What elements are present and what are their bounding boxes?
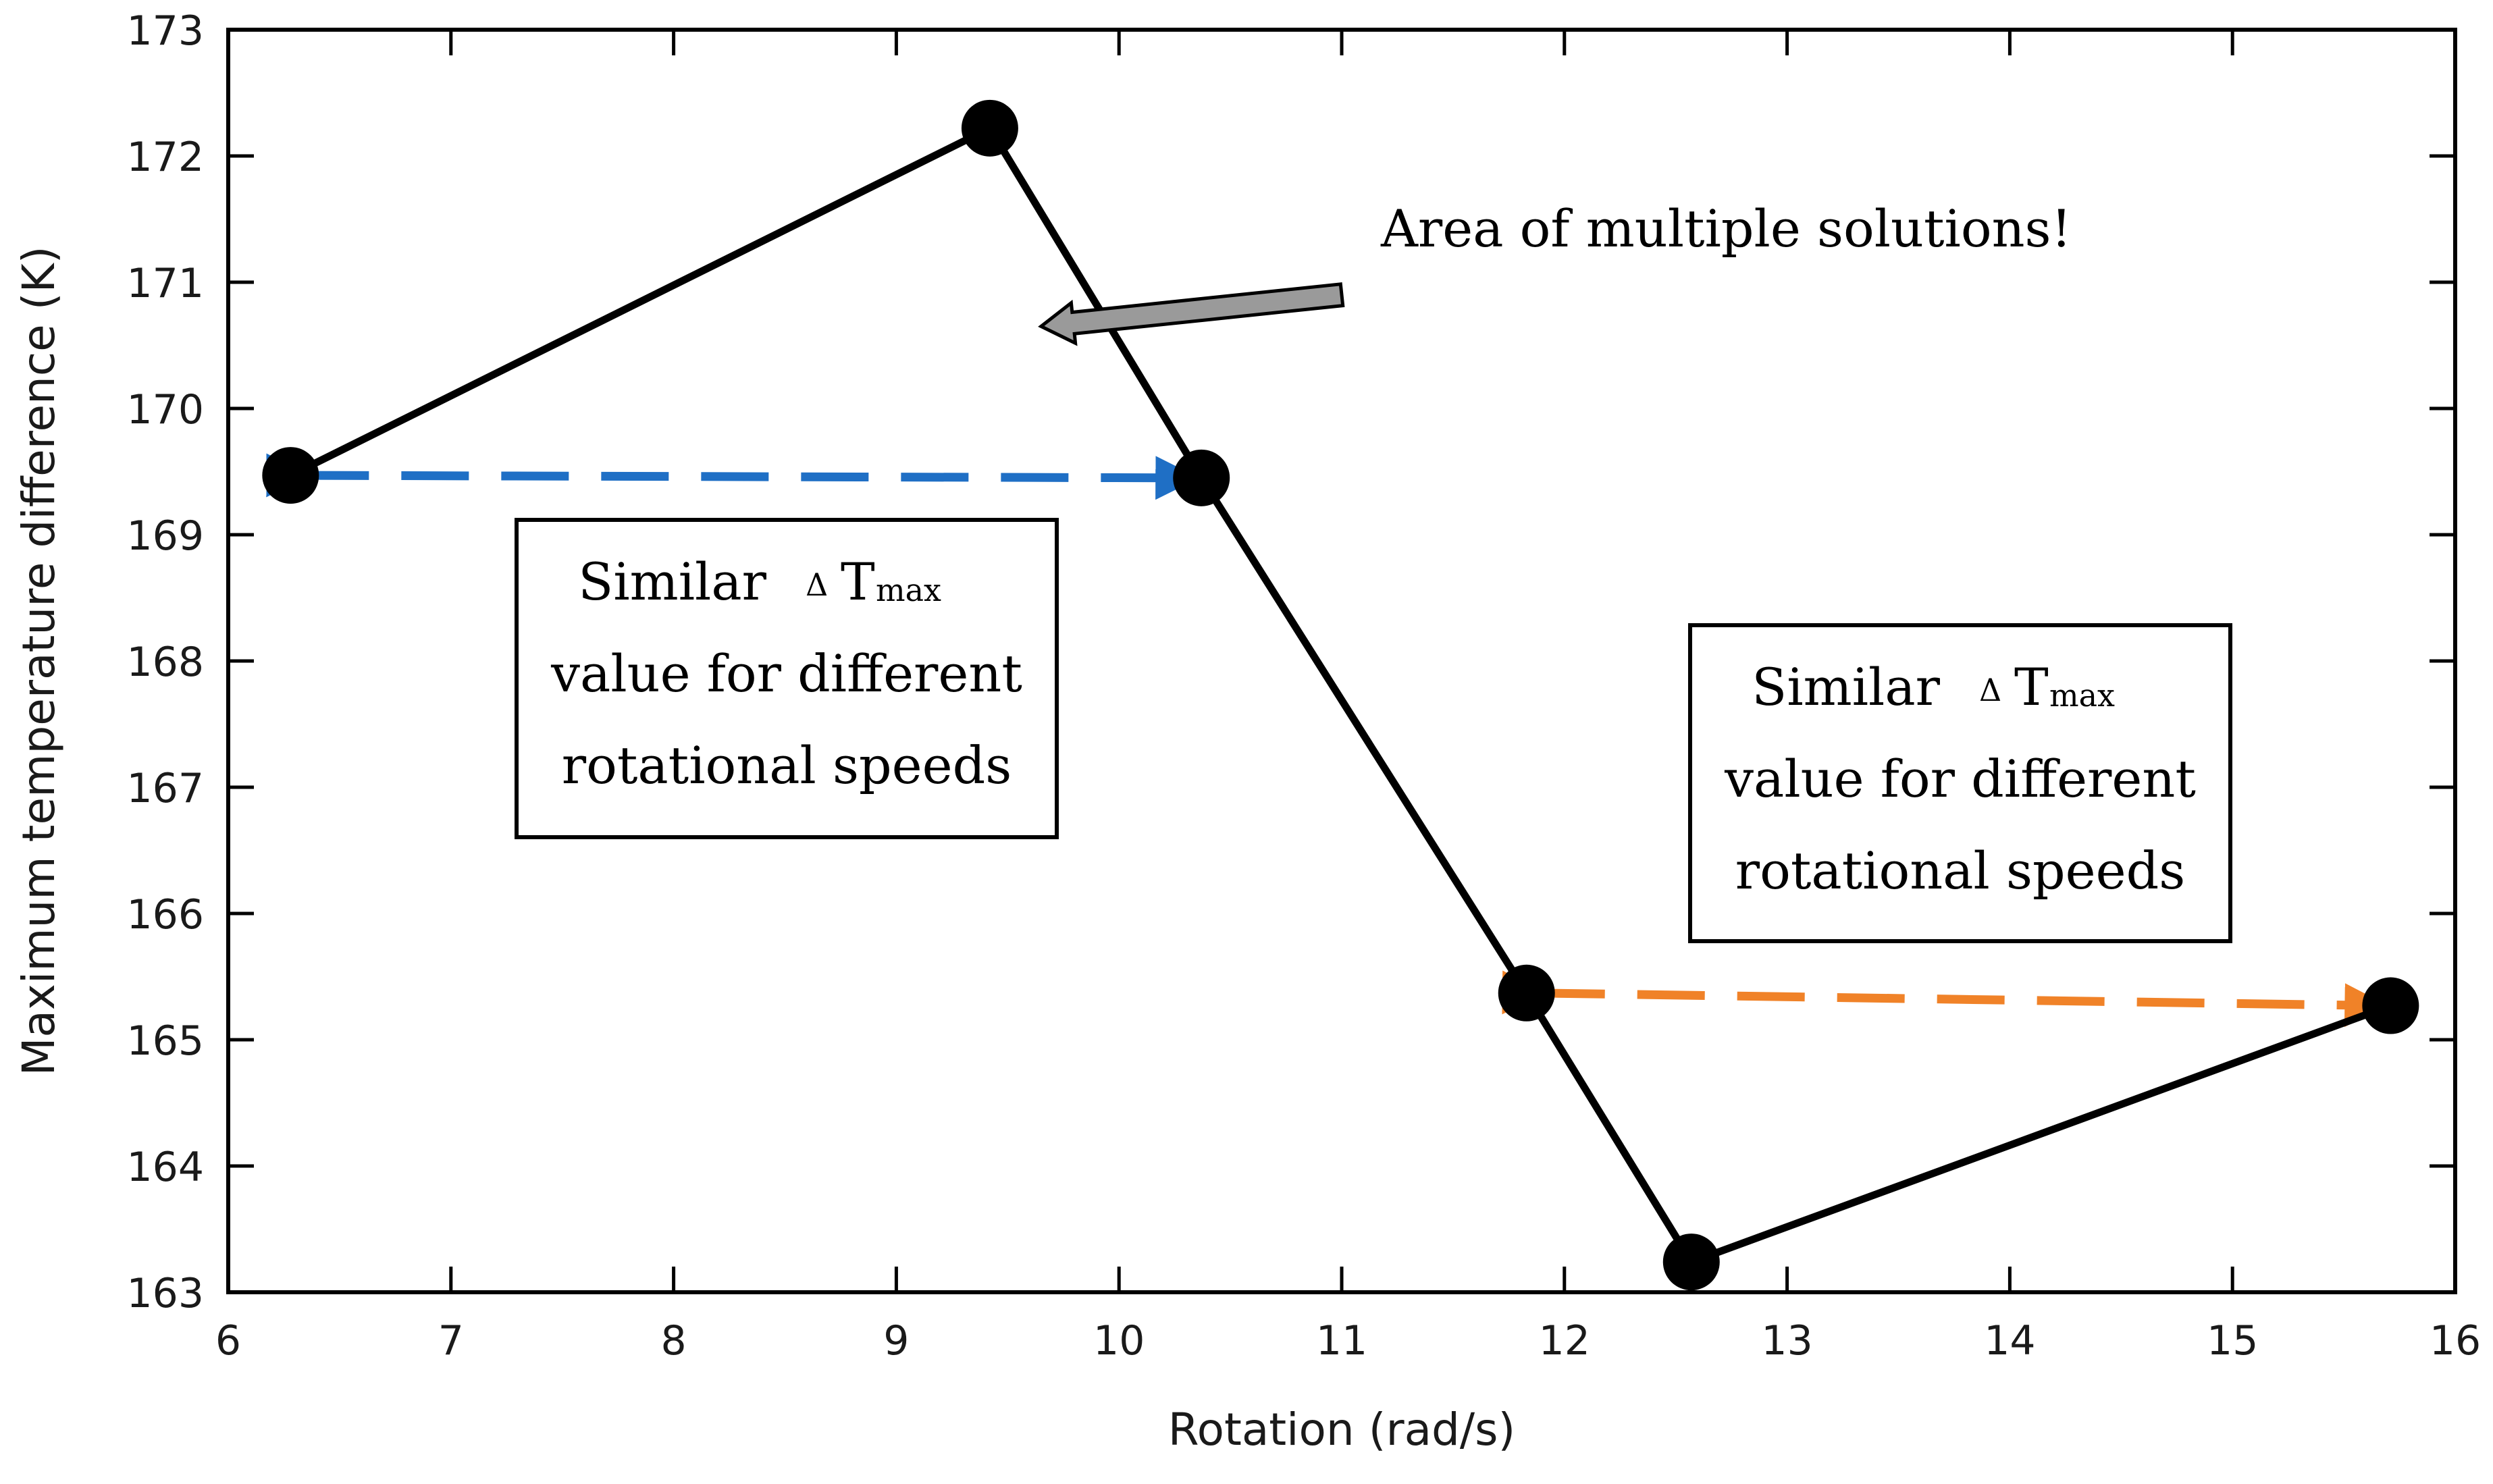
x-tick-label: 16 [2430, 1317, 2481, 1364]
text-box-subscript: max [2049, 677, 2115, 714]
annotation-text: Area of multiple solutions! [1380, 198, 2072, 259]
x-tick-label: 10 [1093, 1317, 1145, 1364]
y-tick-label: 171 [126, 260, 204, 307]
y-axis-title: Maximum temperature difference (K) [13, 246, 65, 1076]
y-tick-label: 167 [126, 765, 204, 812]
annotation-arrow [1038, 282, 1345, 346]
text-box-line: value for different [550, 643, 1022, 704]
text-box-delta: Δ [806, 566, 828, 603]
y-tick-label: 165 [126, 1017, 204, 1065]
y-tick-label: 168 [126, 639, 204, 686]
text-box-delta: Δ [1979, 672, 2001, 708]
y-tick-label: 163 [126, 1270, 204, 1317]
x-tick-label: 14 [1984, 1317, 2035, 1364]
text-box-subscript: max [876, 572, 941, 608]
text-box-frame [515, 518, 1059, 839]
comparison-arrow-2 [1502, 970, 2389, 1028]
y-tick-label: 164 [126, 1144, 204, 1191]
x-tick-label: 7 [438, 1317, 464, 1364]
data-point [1498, 964, 1555, 1022]
comparison-arrows [266, 453, 2389, 1028]
data-series [262, 99, 2419, 1291]
series-line [288, 123, 2392, 1267]
text-box-line: rotational speeds [562, 735, 1012, 795]
text-box-line: rotational speeds [1735, 841, 2186, 901]
x-tick-label: 11 [1316, 1317, 1367, 1364]
axis-ticks [226, 28, 2457, 1294]
data-point [1173, 449, 1230, 506]
y-tick-label: 169 [126, 512, 204, 560]
text-box-line: Similar [1752, 657, 1940, 717]
x-tick-label: 6 [215, 1317, 241, 1364]
data-point [961, 99, 1018, 157]
data-point [1662, 1234, 1720, 1291]
x-tick-label: 15 [2207, 1317, 2258, 1364]
y-tick-label: 166 [126, 891, 204, 938]
x-axis-title: Rotation (rad/s) [1168, 1404, 1516, 1456]
text-box-symbol: T [2014, 657, 2049, 717]
x-tick-label: 8 [661, 1317, 687, 1364]
text-box-symbol: T [841, 552, 875, 612]
x-tick-label: 13 [1761, 1317, 1812, 1364]
annotation: Area of multiple solutions! [1038, 198, 2072, 346]
text-box-frame [1688, 623, 2232, 943]
x-tick-label: 12 [1539, 1317, 1590, 1364]
y-tick-label: 173 [126, 7, 204, 55]
y-tick-label: 170 [126, 386, 204, 433]
text-box-line: Similar [578, 552, 766, 612]
y-tick-label: 172 [126, 134, 204, 181]
data-point [2362, 977, 2419, 1034]
comparison-arrow-1 [266, 453, 1200, 500]
text-box-line: value for different [1724, 749, 2196, 809]
axis-tick-labels: 6 7 8 9 10 11 12 13 14 15 16 163 164 165 166 167 168 169 1… [126, 7, 2481, 1364]
x-tick-label: 9 [883, 1317, 909, 1364]
data-point [262, 447, 319, 504]
